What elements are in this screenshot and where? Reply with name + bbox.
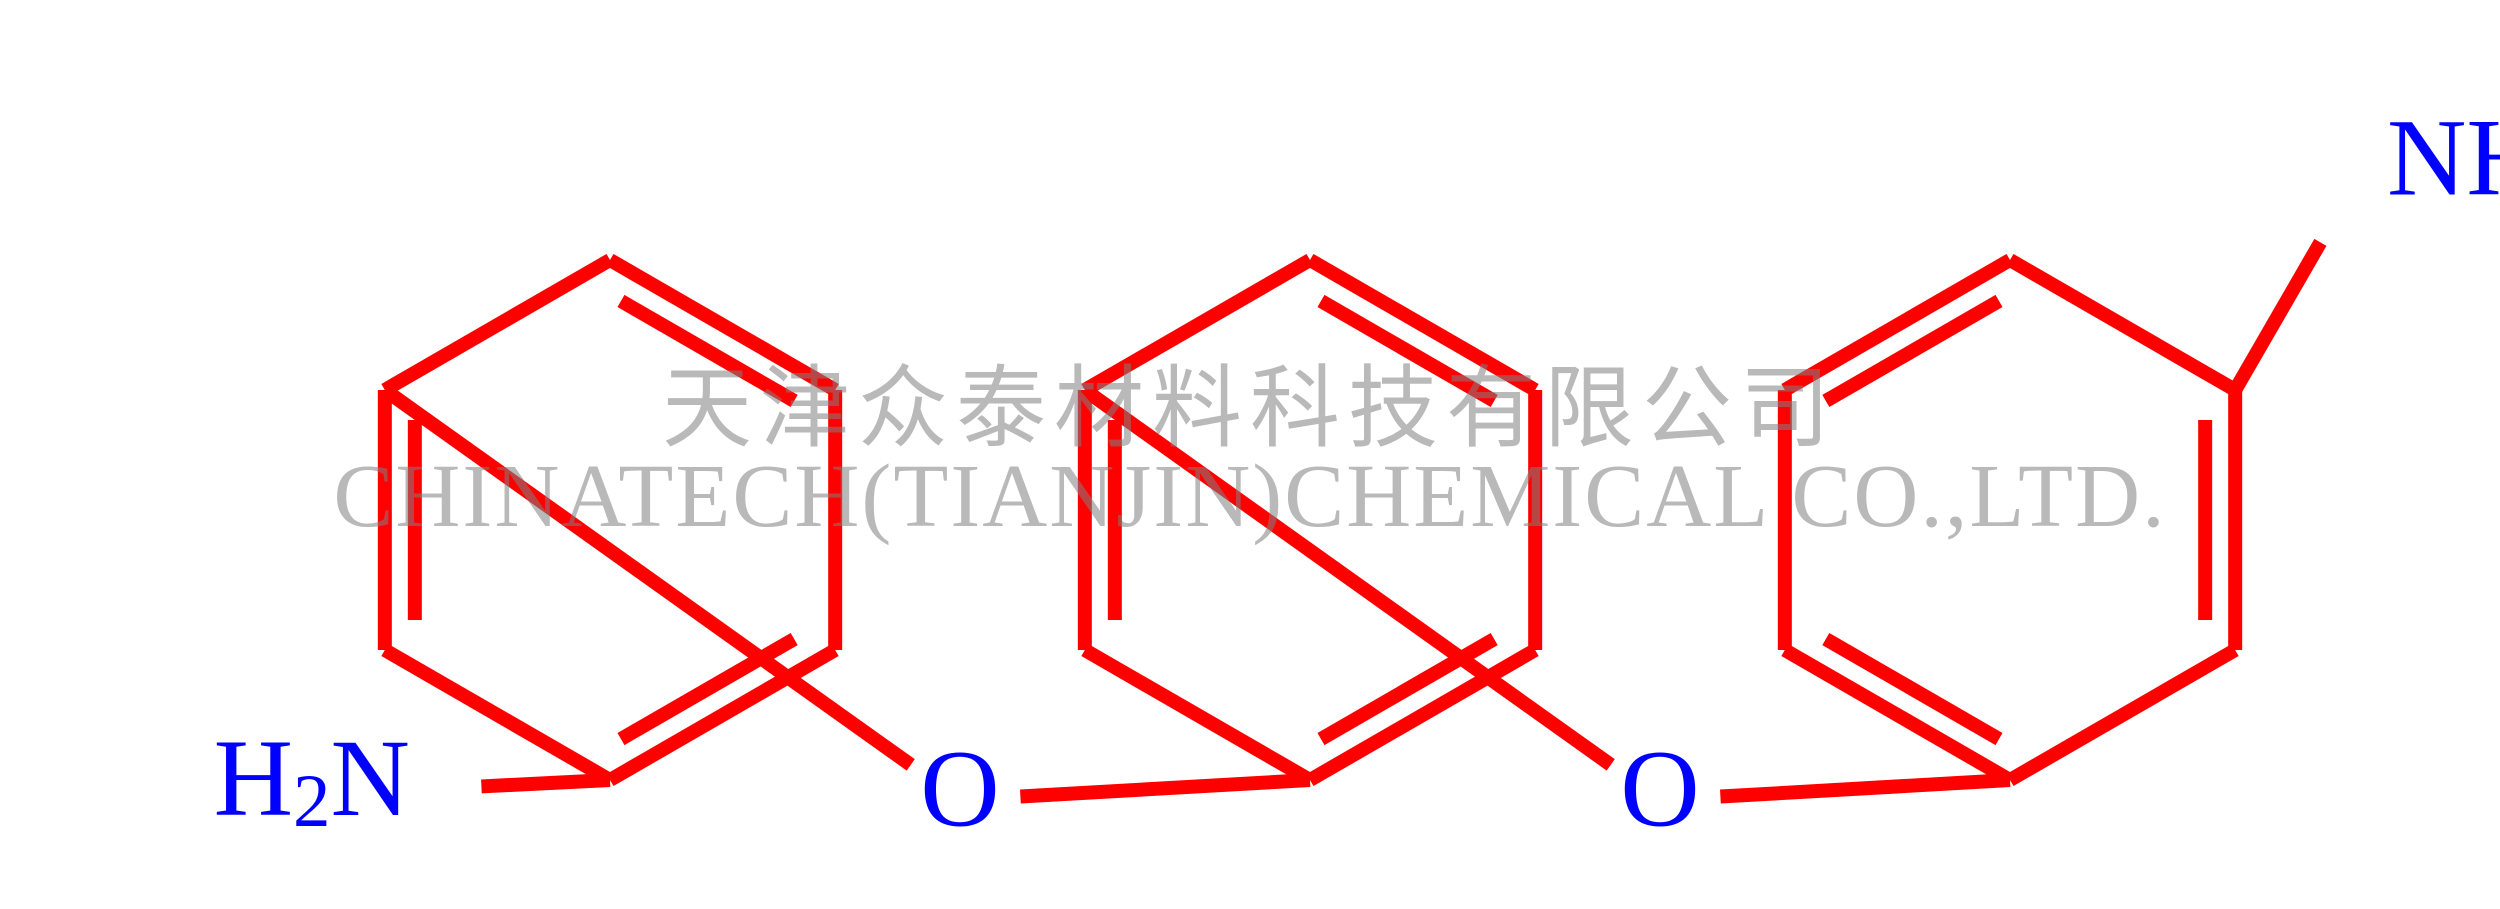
ether-bond: [1020, 780, 1310, 797]
oxygen-label: O: [920, 727, 999, 849]
molecule-diagram: O O H2N NH2: [0, 0, 2500, 909]
amine-bond: [2235, 242, 2320, 390]
amine-label-right: NH2: [2387, 97, 2500, 223]
amine-bond: [481, 780, 610, 786]
amine-label-left: H2N: [214, 717, 410, 843]
oxygen-label: O: [1620, 727, 1699, 849]
ether-bond: [1720, 780, 2010, 797]
